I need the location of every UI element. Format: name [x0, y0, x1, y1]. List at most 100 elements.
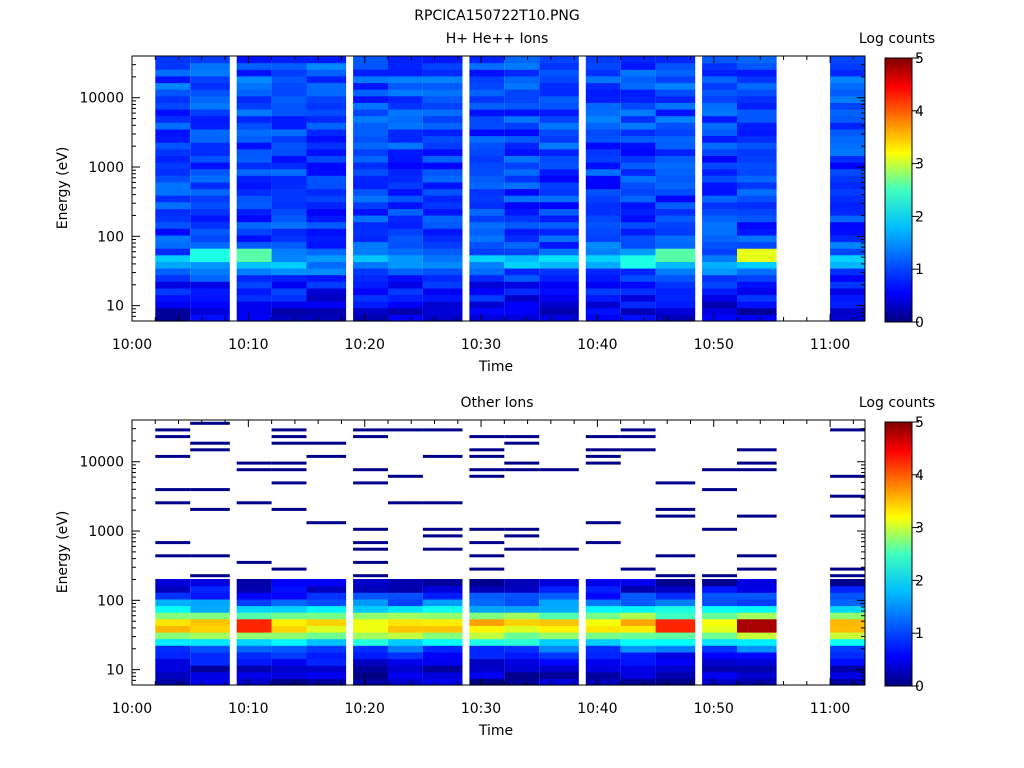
heatmap-cell — [306, 248, 347, 256]
heatmap-cell — [585, 301, 621, 309]
heatmap-cell — [702, 254, 737, 262]
heatmap-cell — [388, 115, 423, 123]
heatmap-cell — [236, 128, 272, 137]
heatmap-cell — [702, 314, 737, 322]
heatmap-cell — [306, 592, 347, 600]
heatmap-cell — [504, 274, 540, 282]
heatmap-cell — [236, 618, 272, 626]
heatmap-cell — [504, 441, 540, 445]
heatmap-cell — [422, 128, 463, 137]
heatmap-cell — [655, 128, 696, 137]
heatmap-cell — [388, 261, 423, 269]
heatmap-cell — [655, 678, 696, 686]
heatmap-cell — [422, 75, 463, 84]
heatmap-cell — [737, 461, 777, 465]
heatmap-cell — [737, 287, 777, 296]
heatmap-cell — [388, 201, 423, 209]
heatmap-cell — [504, 162, 540, 170]
heatmap-cell — [236, 281, 272, 289]
heatmap-cell — [422, 281, 463, 289]
heatmap-cell — [388, 75, 423, 84]
heatmap-cell — [702, 82, 737, 90]
heatmap-cell — [155, 281, 191, 289]
heatmap-cell — [422, 135, 463, 143]
heatmap-cell — [306, 82, 347, 90]
heatmap-cell — [830, 135, 865, 143]
heatmap-cell — [830, 254, 865, 262]
heatmap-cell — [620, 294, 656, 302]
heatmap-cell — [830, 201, 865, 209]
heatmap-cell — [306, 314, 347, 322]
heatmap-cell — [655, 287, 696, 296]
heatmap-cell — [702, 208, 737, 216]
heatmap-cell — [155, 554, 191, 558]
heatmap-cell — [155, 181, 191, 190]
heatmap-cell — [504, 287, 540, 296]
heatmap-cell — [469, 541, 505, 545]
heatmap-cell — [388, 314, 423, 322]
heatmap-cell — [422, 142, 463, 150]
x-axis-label: Time — [478, 723, 513, 739]
heatmap-cell — [353, 188, 388, 196]
heatmap-cell — [306, 651, 347, 660]
heatmap-cell — [702, 228, 737, 236]
heatmap-cell — [271, 95, 307, 103]
heatmap-cell — [422, 168, 463, 176]
heatmap-cell — [830, 62, 865, 70]
heatmap-cell — [306, 605, 347, 613]
heatmap-cell — [585, 671, 621, 679]
heatmap-cell — [469, 618, 505, 626]
heatmap-cell — [271, 579, 307, 587]
heatmap-cell — [702, 122, 737, 130]
heatmap-cell — [655, 162, 696, 170]
heatmap-cell — [655, 612, 696, 620]
heatmap-cell — [422, 301, 463, 309]
heatmap-cell — [504, 215, 540, 223]
heatmap-cell — [388, 135, 423, 143]
heatmap-cell — [422, 527, 463, 531]
heatmap-cell — [155, 428, 191, 432]
heatmap-cell — [469, 281, 505, 289]
heatmap-cell — [306, 287, 347, 296]
heatmap-cell — [539, 228, 579, 236]
heatmap-cell — [504, 579, 540, 587]
heatmap-cell — [620, 274, 656, 282]
heatmap-cell — [388, 598, 423, 607]
heatmap-cell — [388, 195, 423, 203]
heatmap-cell — [655, 62, 696, 70]
heatmap-cell — [469, 128, 505, 137]
heatmap-cell — [190, 109, 230, 117]
heatmap-cell — [422, 651, 463, 660]
heatmap-cell — [504, 651, 540, 660]
heatmap-cell — [388, 501, 423, 505]
heatmap-cell — [353, 122, 388, 130]
colorbar-ticks: 0 1 2 3 4 5 — [912, 51, 924, 331]
heatmap-cell — [539, 82, 579, 90]
heatmap-cell — [539, 605, 579, 613]
heatmap-cell — [353, 228, 388, 236]
heatmap-cell — [539, 585, 579, 593]
heatmap-cell — [422, 261, 463, 269]
heatmap-cell — [737, 301, 777, 309]
heatmap-cell — [190, 62, 230, 70]
heatmap-cell — [271, 428, 307, 432]
heatmap-cell — [469, 142, 505, 150]
heatmap-cell — [469, 645, 505, 653]
heatmap-cell — [236, 215, 272, 223]
heatmap-cell — [155, 115, 191, 123]
heatmap-cell — [236, 658, 272, 666]
heatmap-cell — [539, 665, 579, 673]
heatmap-cell — [585, 645, 621, 653]
heatmap-cell — [655, 75, 696, 84]
heatmap-cell — [830, 671, 865, 679]
heatmap-cell — [620, 307, 656, 315]
heatmap-cell — [353, 638, 388, 646]
heatmap-cell — [469, 215, 505, 223]
heatmap-cell — [271, 307, 307, 315]
heatmap-cell — [504, 632, 540, 640]
heatmap-cell — [702, 301, 737, 309]
heatmap-cell — [585, 175, 621, 183]
heatmap-cell — [655, 294, 696, 302]
heatmap-cell — [469, 168, 505, 176]
heatmap-cell — [353, 56, 388, 64]
